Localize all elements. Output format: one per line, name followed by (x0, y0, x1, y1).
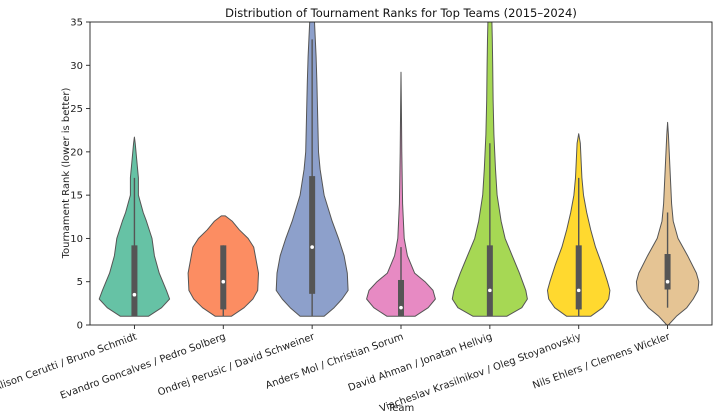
y-tick-label: 25 (70, 104, 83, 115)
violin-iqr-box (398, 279, 404, 317)
violin-median (310, 245, 314, 249)
violin-iqr-box (220, 245, 227, 310)
violin-median (488, 288, 492, 293)
y-axis: 0 5 10 15 20 25 30 35 (70, 18, 90, 332)
y-tick-label: 35 (70, 18, 83, 29)
violin-iqr-box (309, 176, 316, 294)
y-tick-label: 15 (70, 191, 83, 202)
x-tick-label: Alison Cerutti / Bruno Schmidt (0, 331, 139, 393)
y-tick-label: 10 (70, 234, 83, 245)
violin-median (132, 292, 137, 297)
x-tick-label: Evandro Goncalves / Pedro Solberg (59, 331, 227, 401)
y-axis-label: Tournament Rank (lower is better) (61, 87, 72, 259)
violin-median (576, 288, 581, 293)
y-tick-label: 5 (77, 277, 83, 288)
x-tick-label: David Ahman / Jonatan Hellvig (347, 331, 494, 394)
violin-iqr-box (131, 245, 138, 317)
violin-iqr-box (664, 254, 671, 290)
y-tick-label: 30 (70, 61, 83, 72)
violin-iqr-box (575, 245, 582, 310)
y-tick-label: 0 (77, 321, 83, 332)
violin-iqr-box (486, 245, 493, 317)
violin-median (665, 279, 670, 284)
violin-body (366, 71, 436, 317)
chart-title: Distribution of Tournament Ranks for Top… (225, 6, 577, 20)
violin-median (221, 279, 226, 284)
violin-median (399, 305, 403, 310)
x-axis-label: Team (387, 403, 414, 414)
y-tick-label: 20 (70, 147, 83, 158)
violins-layer (98, 22, 700, 325)
x-tick-label: Ondrej Perusic / David Schweiner (156, 331, 317, 398)
